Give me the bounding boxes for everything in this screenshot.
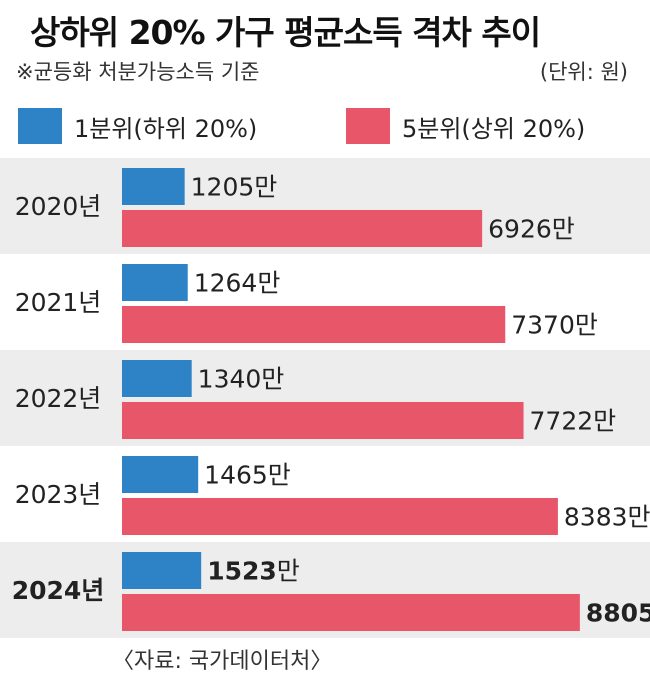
- chart-title: 상하위 20% 가구 평균소득 격차 추이: [30, 13, 541, 52]
- bar-q1: [122, 456, 199, 493]
- bar-q1: [122, 360, 192, 397]
- legend-item-q5: 5분위(상위 20%): [346, 106, 585, 146]
- bar-q1: [122, 552, 202, 589]
- category-label: 2021년: [15, 288, 102, 317]
- data-label: 1205만: [191, 173, 278, 202]
- legend-item-q1: 1분위(하위 20%): [18, 106, 257, 146]
- bar-q5: [122, 594, 580, 631]
- category-label: 2020년: [15, 192, 102, 221]
- legend-label-q5: 5분위(상위 20%): [402, 114, 586, 143]
- data-label: 6926만: [488, 215, 575, 244]
- category-label: 2024년: [12, 576, 105, 605]
- source-note: 〈자료: 국가데이터처〉: [112, 649, 333, 674]
- unit-label: (단위: 원): [539, 60, 628, 84]
- legend-swatch-q5: [346, 108, 390, 144]
- bar-q5: [122, 402, 524, 439]
- data-label: 7370만: [511, 311, 598, 340]
- legend-label-q1: 1분위(하위 20%): [74, 114, 258, 143]
- data-label: 8805만: [586, 599, 650, 628]
- category-label: 2023년: [15, 480, 102, 509]
- data-label: 8383만: [564, 503, 650, 532]
- data-label: 1264만: [194, 269, 281, 298]
- bar-q1: [122, 264, 188, 301]
- bar-q1: [122, 168, 185, 205]
- data-label: 1340만: [198, 365, 285, 394]
- data-label: 1523만: [207, 557, 300, 586]
- bar-chart: 2020년 1205만 6926만 2021년 1264만 7370만 2022년 1340만…: [0, 158, 650, 638]
- data-label: 1465만: [204, 461, 291, 490]
- category-label: 2022년: [15, 384, 102, 413]
- chart-subtitle: ※균등화 처분가능소득 기준: [16, 60, 260, 84]
- bar-q5: [122, 210, 483, 247]
- data-label: 7722만: [530, 407, 617, 436]
- legend-swatch-q1: [18, 108, 62, 144]
- bar-q5: [122, 498, 558, 535]
- bar-q5: [122, 306, 506, 343]
